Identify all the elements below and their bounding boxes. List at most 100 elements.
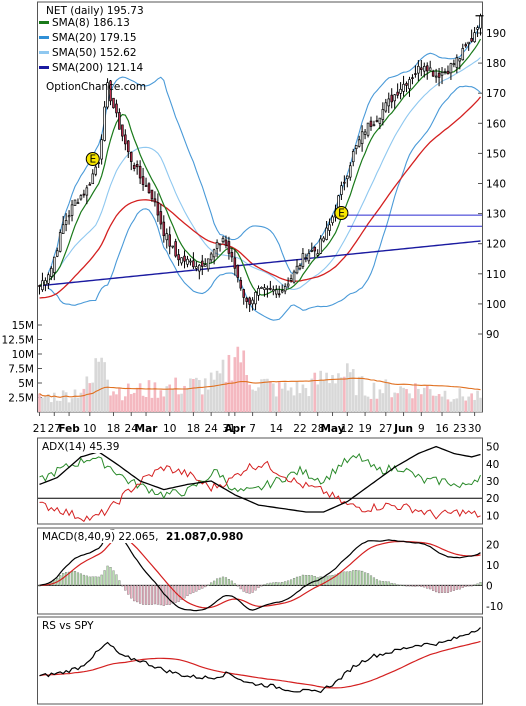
volume-bar <box>372 382 376 412</box>
macd-histogram-bar <box>88 576 91 586</box>
macd-histogram-bar <box>216 578 219 586</box>
candle-body <box>138 165 142 179</box>
candle-body <box>245 297 248 302</box>
candle-body <box>434 75 438 78</box>
candle-body <box>106 82 109 108</box>
volume-bar <box>44 396 47 412</box>
volume-bar <box>186 387 189 412</box>
volume-bar <box>357 376 361 412</box>
x-axis-tick-label: 24 <box>204 423 218 435</box>
volume-bar <box>381 393 385 412</box>
x-axis-tick-label: 12 <box>341 423 354 435</box>
candle-body <box>55 250 59 257</box>
volume-bar <box>414 383 417 412</box>
candle-body <box>378 117 382 124</box>
candle-body <box>251 299 254 305</box>
macd-histogram-bar <box>384 581 387 586</box>
price-axis-tick-label: 170 <box>486 88 506 100</box>
candle-body <box>109 80 112 102</box>
candle-body <box>375 120 379 122</box>
rs-title-bg <box>40 619 102 632</box>
legend-label: SMA(20) 179.15 <box>52 32 137 44</box>
volume-bar <box>156 397 160 412</box>
volume-bar <box>115 394 118 412</box>
macd-histogram-bar <box>198 585 201 590</box>
macd-histogram-bar <box>130 585 133 599</box>
macd-histogram-bar <box>438 585 441 594</box>
x-axis-tick-label: Apr <box>224 423 246 435</box>
macd-histogram-bar <box>91 576 94 586</box>
volume-bar <box>437 394 441 412</box>
volume-bar <box>346 363 349 412</box>
candle-body <box>88 183 92 186</box>
macd-histogram-bar <box>334 574 337 586</box>
candle-body <box>428 67 432 71</box>
macd-histogram-bar <box>180 585 183 601</box>
candle-body <box>298 265 302 270</box>
candle-body <box>411 77 414 80</box>
macd-histogram-bar <box>361 570 364 586</box>
macd-histogram-bar <box>153 585 156 605</box>
macd-histogram-bar <box>68 571 71 586</box>
macd-histogram-bar <box>165 585 168 605</box>
volume-bar <box>340 377 343 412</box>
candle-body <box>479 15 482 29</box>
candle-body <box>316 253 319 256</box>
adx-line <box>39 445 481 513</box>
macd-histogram-bar <box>281 582 284 586</box>
volume-bar <box>236 346 240 412</box>
volume-bar <box>411 398 414 412</box>
macd-histogram-bar <box>242 585 245 592</box>
volume-bar <box>458 388 462 412</box>
macd-histogram-bar <box>355 570 358 586</box>
volume-bar <box>79 392 83 412</box>
macd-histogram-bar <box>144 585 148 605</box>
macd-histogram-bar <box>62 573 65 586</box>
macd-histogram-bar <box>378 580 381 586</box>
candle-body <box>254 291 257 305</box>
candle-body <box>396 91 399 96</box>
macd-histogram-bar <box>349 571 352 586</box>
macd-histogram-bar <box>103 570 106 586</box>
candle-body <box>295 265 299 274</box>
candle-body <box>189 260 192 263</box>
volume-bar <box>162 396 166 412</box>
candle-body <box>135 163 139 168</box>
macd-histogram-bar <box>426 585 429 589</box>
rs-average-line <box>39 640 481 689</box>
volume-bar <box>112 391 115 412</box>
rs-panel-frame <box>37 616 483 705</box>
volume-bar <box>141 395 145 412</box>
candle-body <box>349 165 352 178</box>
x-axis-tick-label: 9 <box>418 423 425 435</box>
candle-body <box>82 193 86 196</box>
candle-body <box>458 58 462 62</box>
volume-bar <box>390 397 394 412</box>
macd-histogram-bar <box>162 585 165 606</box>
volume-bar <box>218 373 222 412</box>
candle-body <box>73 199 77 206</box>
candle-body <box>417 65 420 74</box>
macd-histogram-bar <box>272 582 275 586</box>
macd-hist-value: 0.980 <box>210 531 243 543</box>
candle-body <box>50 267 53 277</box>
volume-bar <box>434 395 438 412</box>
volume-bar <box>449 401 453 412</box>
macd-histogram-bar <box>417 585 420 587</box>
x-axis-tick-label: May <box>320 423 344 435</box>
volume-bar <box>269 381 272 412</box>
bollinger-lower-band <box>48 85 481 321</box>
volume-bar <box>334 383 337 412</box>
volume-bar <box>254 390 257 412</box>
volume-bar <box>366 396 370 412</box>
volume-axis-tick-label: 10M <box>12 349 34 361</box>
candle-body <box>224 239 228 246</box>
volume-bar <box>221 359 225 412</box>
macd-axis-tick-label: 0 <box>486 580 493 592</box>
legend-swatch <box>39 51 49 54</box>
volume-bar <box>363 395 367 412</box>
macd-histogram-bar <box>236 585 239 587</box>
legend-label: SMA(8) 186.13 <box>52 17 130 29</box>
candle-body <box>64 220 68 225</box>
